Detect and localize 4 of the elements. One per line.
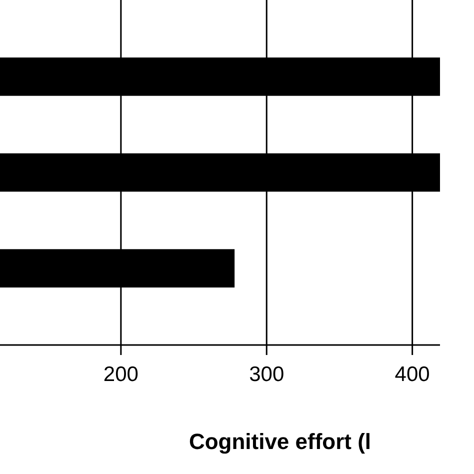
x-tick-label: 400	[394, 363, 430, 386]
x-tick-label: 200	[103, 363, 138, 386]
x-axis-title: Cognitive effort (l	[188, 429, 372, 454]
x-tick-label: 300	[249, 363, 284, 386]
